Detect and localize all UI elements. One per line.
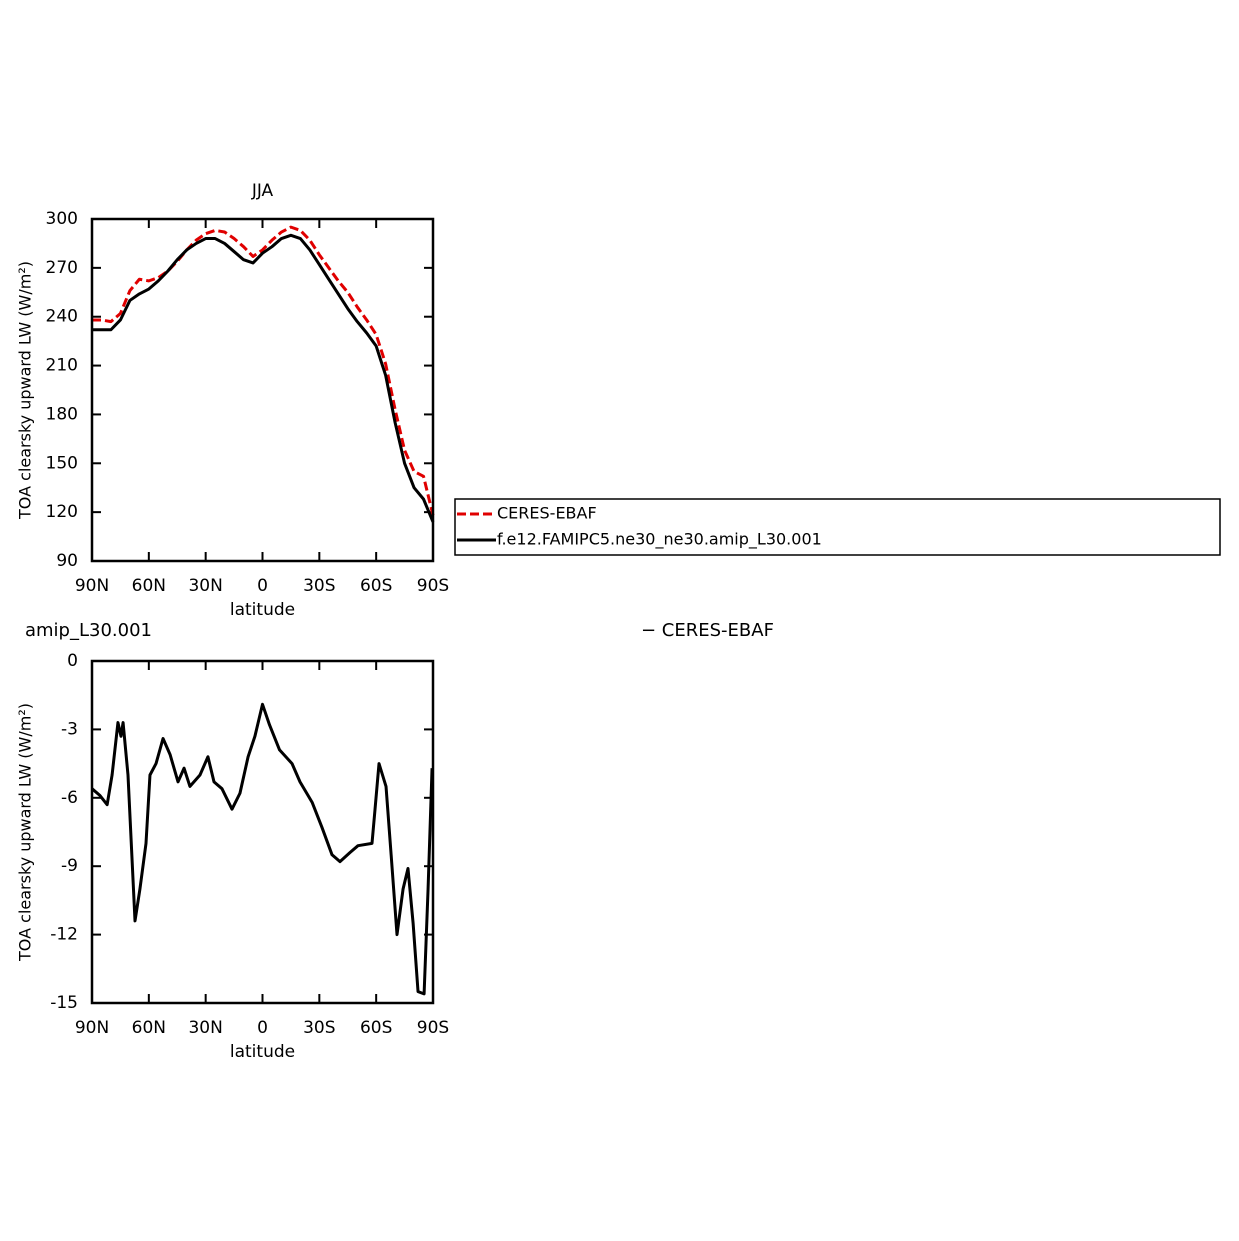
y-tick-label: 300 — [46, 209, 78, 229]
x-tick-label: 0 — [257, 576, 268, 596]
legend-box — [454, 498, 1221, 556]
x-tick-label: 30N — [188, 576, 222, 596]
data-line — [92, 225, 435, 516]
y-tick-label: 240 — [46, 307, 78, 327]
y-tick-label: -3 — [61, 719, 78, 739]
x-tick-label: 0 — [257, 1018, 268, 1038]
x-tick-label: 60N — [132, 576, 166, 596]
y-tick-label: 180 — [46, 404, 78, 424]
x-tick-label: 60S — [360, 1018, 392, 1038]
x-axis-label: latitude — [230, 1042, 295, 1062]
chart-title: JJA — [251, 181, 274, 201]
y-tick-label: -9 — [61, 856, 78, 876]
y-tick-label: -15 — [50, 993, 78, 1013]
x-tick-label: 30S — [303, 1018, 335, 1038]
annotation: − CERES-EBAF — [641, 620, 774, 641]
legend-label: CERES-EBAF — [497, 504, 597, 523]
y-axis-label: TOA clearsky upward LW (W/m²) — [16, 261, 35, 520]
x-tick-label: 30S — [303, 576, 335, 596]
y-tick-label: 150 — [46, 453, 78, 473]
plot-frame — [90, 217, 435, 563]
x-tick-label: 90N — [75, 576, 109, 596]
y-tick-label: -6 — [61, 788, 78, 808]
x-tick-label: 90S — [417, 1018, 449, 1038]
y-tick-label: 210 — [46, 356, 78, 376]
plot-frame — [90, 659, 435, 1005]
y-tick-label: 270 — [46, 258, 78, 278]
data-line — [91, 702, 434, 996]
data-line — [92, 233, 435, 523]
annotation: amip_L30.001 — [25, 620, 152, 641]
legend-label: f.e12.FAMIPC5.ne30_ne30.amip_L30.001 — [497, 530, 822, 550]
y-tick-label: 90 — [56, 551, 78, 571]
x-tick-label: 60S — [360, 576, 392, 596]
y-tick-label: 0 — [67, 651, 78, 671]
x-tick-label: 90N — [75, 1018, 109, 1038]
x-axis-label: latitude — [230, 600, 295, 620]
x-tick-label: 30N — [188, 1018, 222, 1038]
y-tick-label: -12 — [50, 925, 78, 945]
y-axis-label: TOA clearsky upward LW (W/m²) — [16, 703, 35, 962]
y-tick-label: 120 — [46, 502, 78, 522]
x-tick-label: 90S — [417, 576, 449, 596]
x-tick-label: 60N — [132, 1018, 166, 1038]
